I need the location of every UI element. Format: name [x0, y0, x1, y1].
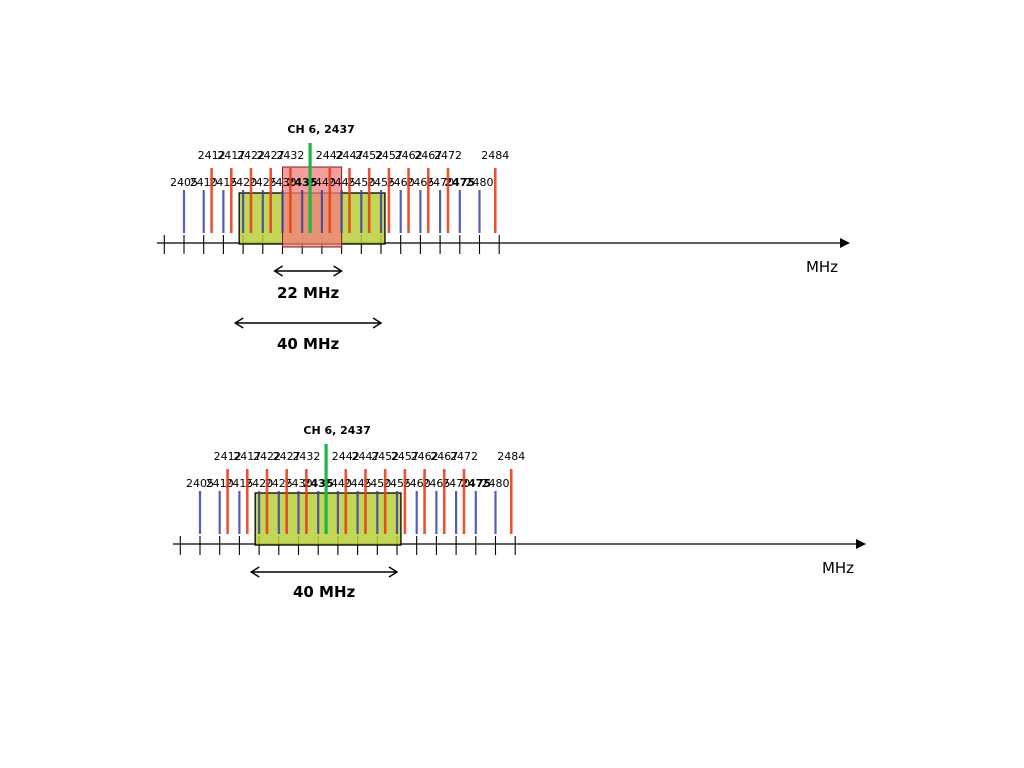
arrow-head: [333, 265, 343, 277]
channel-label-2457: 2457: [391, 450, 419, 463]
diagram-top: 2405241024152420242524302435244024452450…: [157, 123, 850, 353]
span-arrow-40-mhz: 40 MHz: [249, 566, 399, 601]
channel-label-2405: 2405: [170, 176, 198, 189]
channel-label-2405: 2405: [186, 477, 214, 490]
band-22mhz: [282, 166, 343, 248]
channel-label-2452: 2452: [355, 149, 383, 162]
channel-label-2475: 2475: [444, 176, 475, 189]
channel-label-2467: 2467: [414, 149, 442, 162]
channel-label-2462: 2462: [395, 149, 423, 162]
channel-label-2447: 2447: [351, 450, 379, 463]
channel-label-2484: 2484: [481, 149, 509, 162]
channel-label-2442: 2442: [316, 149, 344, 162]
channel-6-callout: CH 6, 2437: [303, 424, 370, 437]
channel-label-2412: 2412: [198, 149, 226, 162]
channel-label-2475: 2475: [460, 477, 491, 490]
channel-label-2417: 2417: [217, 149, 245, 162]
diagram-bottom: 2405241024152420242524302435244024452450…: [173, 424, 866, 601]
channel-label-2484: 2484: [497, 450, 525, 463]
channel-label-2452: 2452: [371, 450, 399, 463]
channel-label-2467: 2467: [430, 450, 458, 463]
arrow-head: [249, 566, 260, 578]
arrow-head: [233, 317, 244, 329]
span-label: 22 MHz: [277, 284, 340, 302]
arrow-head: [388, 566, 399, 578]
channel-label-2412: 2412: [214, 450, 242, 463]
channel-label-2432: 2432: [276, 149, 304, 162]
channel-label-2417: 2417: [233, 450, 261, 463]
channel-label-2457: 2457: [375, 149, 403, 162]
axis-unit-label: MHz: [822, 559, 854, 577]
channel-label-2480: 2480: [482, 477, 510, 490]
channel-label-2480: 2480: [466, 176, 494, 189]
channel-label-2432: 2432: [292, 450, 320, 463]
channel-label-2472: 2472: [434, 149, 462, 162]
span-arrow-22-mhz: 22 MHz: [273, 265, 343, 302]
axis-arrow-head: [840, 238, 850, 248]
band-40mhz: [254, 492, 402, 546]
channel-label-2427: 2427: [273, 450, 301, 463]
span-arrow-40-mhz: 40 MHz: [233, 317, 383, 353]
channel-label-2422: 2422: [237, 149, 265, 162]
arrow-head: [273, 265, 283, 277]
axis-unit-label: MHz: [806, 258, 838, 276]
channel-label-2442: 2442: [332, 450, 360, 463]
axis-arrow-head: [856, 539, 866, 549]
channel-6-callout: CH 6, 2437: [287, 123, 354, 136]
channel-label-2427: 2427: [257, 149, 285, 162]
channel-label-2472: 2472: [450, 450, 478, 463]
span-label: 40 MHz: [277, 335, 340, 353]
arrow-head: [372, 317, 383, 329]
span-label: 40 MHz: [293, 583, 356, 601]
channel-label-2462: 2462: [411, 450, 439, 463]
channel-label-2447: 2447: [335, 149, 363, 162]
channel-label-2422: 2422: [253, 450, 281, 463]
